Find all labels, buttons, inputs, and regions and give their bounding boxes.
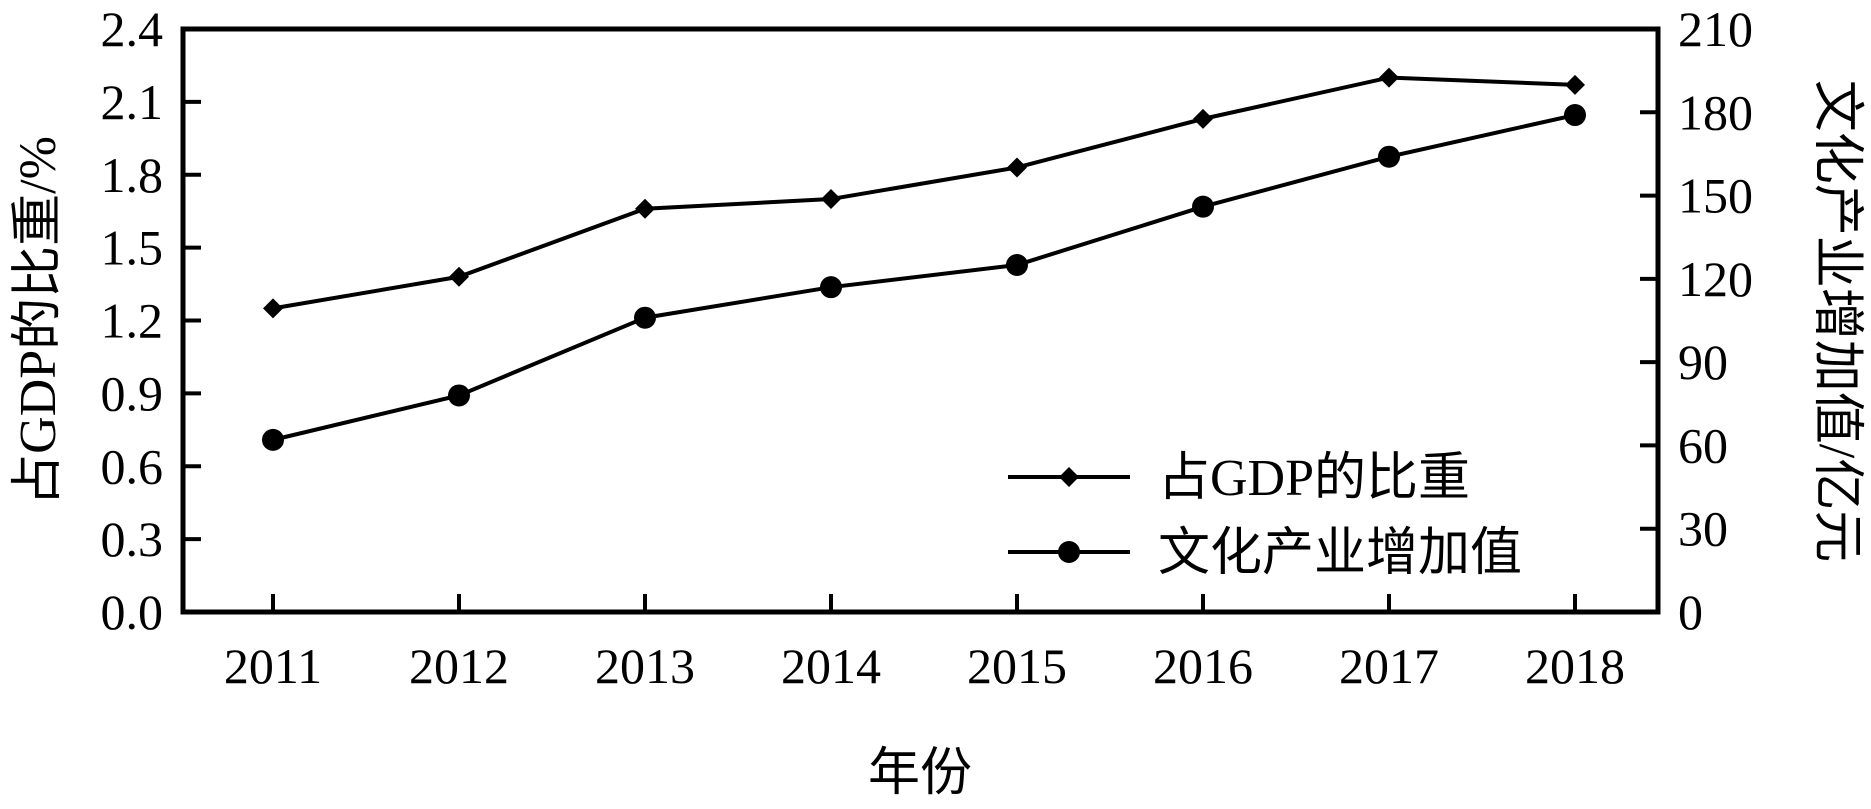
- legend: 占GDP的比重 文化产业增加值: [1008, 450, 1522, 582]
- right-tick-label-210: 210: [1678, 1, 1753, 57]
- x-tick-label-2017: 2017: [1339, 638, 1439, 694]
- right-tick-label-90: 90: [1678, 334, 1728, 390]
- right-tick-label-60: 60: [1678, 417, 1728, 473]
- x-axis-ticks: 2011 2012 2013 2014 2015 2016 2017 2018: [224, 594, 1625, 694]
- right-tick-label-180: 180: [1678, 84, 1753, 140]
- right-y-axis-title: 文化产业增加值/亿元: [1808, 80, 1865, 562]
- series-1-circle-point-2018: [1564, 104, 1586, 127]
- series-1-circle-point-2013: [634, 306, 656, 329]
- series-1-circle-point-2016: [1192, 195, 1214, 218]
- left-tick-label-1.8: 1.8: [101, 147, 164, 203]
- legend-label-share: 占GDP的比重: [1158, 450, 1470, 507]
- left-tick-label-0.6: 0.6: [101, 438, 164, 494]
- left-tick-label-2.4: 2.4: [101, 1, 164, 57]
- series-0-diamond-point-2013: [635, 198, 655, 219]
- series-0-diamond-point-2014: [821, 189, 841, 210]
- left-tick-label-0.9: 0.9: [101, 365, 164, 421]
- left-y-axis-title: 占GDP的比重/%: [10, 136, 67, 506]
- series-1-circle-point-2011: [262, 428, 284, 451]
- right-tick-label-30: 30: [1678, 501, 1728, 557]
- right-y-axis-ticks: 0 30 60 90 120 150 180 210: [1640, 1, 1753, 640]
- left-tick-label-1.5: 1.5: [101, 220, 164, 276]
- x-tick-label-2016: 2016: [1153, 638, 1253, 694]
- series-line-0: [272, 75, 1576, 311]
- series-0-diamond-point-2018: [1565, 74, 1585, 95]
- right-tick-label-150: 150: [1678, 168, 1753, 224]
- left-tick-label-0.0: 0.0: [101, 584, 164, 640]
- right-tick-label-0: 0: [1678, 584, 1703, 640]
- series-layer: [262, 67, 1586, 451]
- left-tick-label-2.1: 2.1: [101, 74, 164, 130]
- legend-diamond-marker: [1059, 467, 1079, 487]
- series-0-diamond-point-2017: [1379, 67, 1399, 88]
- series-line-1: [272, 113, 1576, 442]
- series-0-diamond-point-2016: [1193, 108, 1213, 129]
- series-1-circle-point-2015: [1006, 253, 1028, 276]
- x-tick-label-2018: 2018: [1525, 638, 1625, 694]
- x-tick-label-2014: 2014: [781, 638, 881, 694]
- series-0-diamond-point-2011: [263, 298, 283, 319]
- x-axis-title: 年份: [868, 745, 972, 802]
- right-tick-label-120: 120: [1678, 251, 1753, 307]
- left-tick-label-1.2: 1.2: [101, 293, 164, 349]
- x-tick-label-2013: 2013: [595, 638, 695, 694]
- legend-label-value: 文化产业增加值: [1158, 525, 1522, 582]
- left-y-axis-ticks: 0.0 0.3 0.6 0.9 1.2 1.5 1.8 2.1 2.4: [101, 1, 201, 640]
- series-1-circle-point-2012: [448, 384, 470, 407]
- legend-circle-marker: [1058, 541, 1080, 563]
- x-tick-label-2011: 2011: [224, 638, 322, 694]
- series-0-diamond-point-2015: [1007, 157, 1027, 178]
- left-tick-label-0.3: 0.3: [101, 511, 164, 567]
- series-1-circle-point-2014: [820, 276, 842, 299]
- x-tick-label-2012: 2012: [409, 638, 509, 694]
- x-tick-label-2015: 2015: [967, 638, 1067, 694]
- series-0-diamond-point-2012: [449, 266, 469, 287]
- series-1-circle-point-2017: [1378, 145, 1400, 168]
